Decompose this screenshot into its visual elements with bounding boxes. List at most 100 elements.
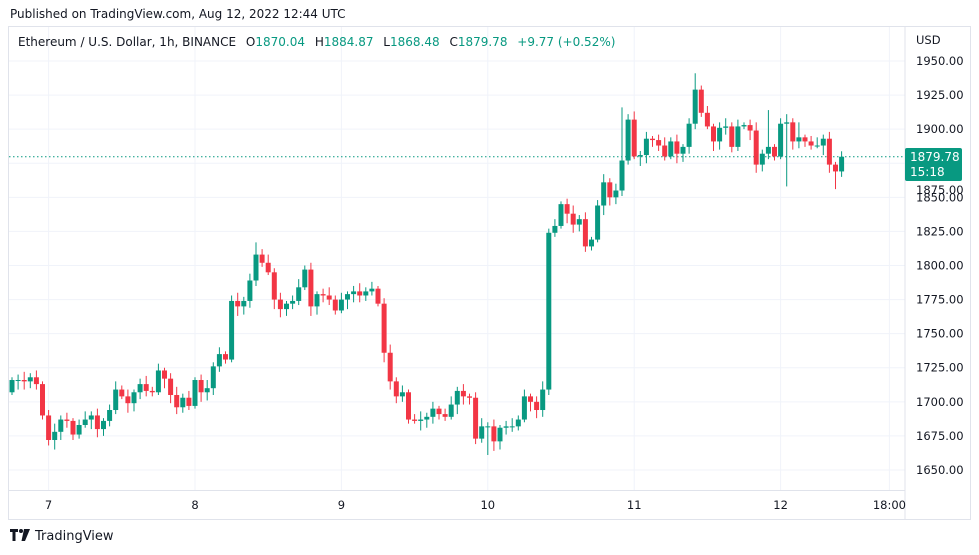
candle-body — [485, 426, 491, 428]
candle-up — [107, 404, 113, 427]
candle-up — [369, 281, 375, 296]
candle-body — [235, 300, 241, 307]
candle-down — [406, 389, 411, 424]
candle-up — [601, 174, 607, 216]
candle-down — [826, 131, 832, 173]
price-tick-label: 1875.00 — [916, 183, 964, 197]
candle-body — [314, 294, 320, 307]
candle-body — [70, 420, 76, 435]
candle-down — [332, 295, 338, 315]
candle-body — [442, 414, 448, 417]
candle-body — [467, 396, 472, 398]
candle-body — [33, 377, 39, 385]
candle-down — [271, 268, 277, 310]
candle-up — [302, 265, 308, 291]
candle-up — [253, 242, 259, 286]
candle-up — [210, 362, 216, 396]
time-tick-label: 7 — [45, 498, 52, 512]
candle-down — [46, 410, 52, 446]
candle-body — [204, 388, 210, 393]
candle-body — [387, 352, 393, 382]
candle-down — [442, 408, 448, 421]
candle-body — [473, 397, 479, 439]
candle-up — [192, 377, 198, 409]
last-price: 1879.78 — [910, 150, 960, 164]
candle-up — [296, 279, 302, 306]
candle-up — [765, 110, 771, 160]
candle-up — [454, 386, 460, 415]
candle-down — [662, 137, 668, 161]
candle-body — [503, 426, 509, 428]
candle-body — [290, 300, 296, 304]
candle-down — [186, 390, 192, 411]
candle-up — [101, 418, 106, 436]
candle-down — [436, 405, 442, 420]
candle-body — [528, 396, 533, 402]
candle-body — [155, 370, 161, 393]
candle-body — [216, 354, 222, 367]
candle-down — [21, 371, 27, 390]
candle-down — [412, 414, 418, 424]
candle-down — [674, 134, 680, 164]
candle-body — [625, 119, 631, 161]
open-value: 1870.04 — [255, 35, 305, 49]
candle-down — [564, 198, 570, 224]
candle-body — [662, 145, 668, 157]
candle-down — [174, 386, 180, 415]
candle-body — [759, 153, 765, 165]
candle-body — [704, 112, 710, 127]
candle-body — [168, 378, 174, 396]
candle-body — [88, 415, 94, 420]
candle-down — [375, 285, 381, 307]
candle-body — [58, 419, 64, 432]
candle-body — [509, 426, 515, 428]
candle-body — [131, 392, 137, 404]
candle-up — [229, 295, 235, 363]
candle-body — [375, 288, 381, 304]
candle-body — [76, 425, 82, 435]
candle-body — [454, 390, 460, 405]
candle-up — [778, 118, 784, 160]
candle-up — [430, 401, 436, 424]
candle-down — [753, 122, 759, 173]
candle-up — [155, 363, 161, 396]
candle-body — [552, 225, 558, 233]
footer-brand: TradingView — [10, 529, 114, 544]
candle-body — [52, 431, 58, 440]
candle-down — [40, 381, 45, 420]
price-tick-label: 1725.00 — [916, 361, 964, 375]
candle-body — [424, 416, 430, 420]
candle-body — [796, 137, 802, 142]
candle-up — [784, 114, 790, 187]
candle-down — [582, 212, 588, 252]
candle-body — [839, 156, 845, 172]
candle-down — [704, 105, 710, 130]
candle-body — [82, 419, 88, 426]
candle-down — [656, 134, 662, 151]
candle-up — [363, 287, 369, 301]
candle-body — [198, 380, 204, 393]
candle-body — [643, 138, 649, 156]
candle-up — [241, 296, 247, 315]
candle-body — [326, 295, 332, 300]
candle-body — [174, 395, 180, 408]
candle-up — [479, 418, 485, 443]
time-tick-label: 8 — [191, 498, 198, 512]
candle-body — [9, 380, 15, 393]
candle-down — [698, 85, 704, 117]
candles — [9, 73, 905, 455]
candle-down — [143, 375, 149, 397]
candle-down — [729, 122, 735, 153]
candle-body — [186, 397, 192, 406]
candle-down — [168, 373, 174, 404]
candle-body — [802, 137, 808, 142]
candle-up — [759, 149, 765, 172]
time-tick-label: 11 — [627, 498, 642, 512]
candle-down — [387, 344, 393, 390]
candle-body — [741, 125, 747, 127]
candle-down — [326, 287, 332, 306]
candle-body — [668, 141, 674, 157]
candle-body — [332, 299, 338, 311]
candle-up — [497, 425, 503, 450]
